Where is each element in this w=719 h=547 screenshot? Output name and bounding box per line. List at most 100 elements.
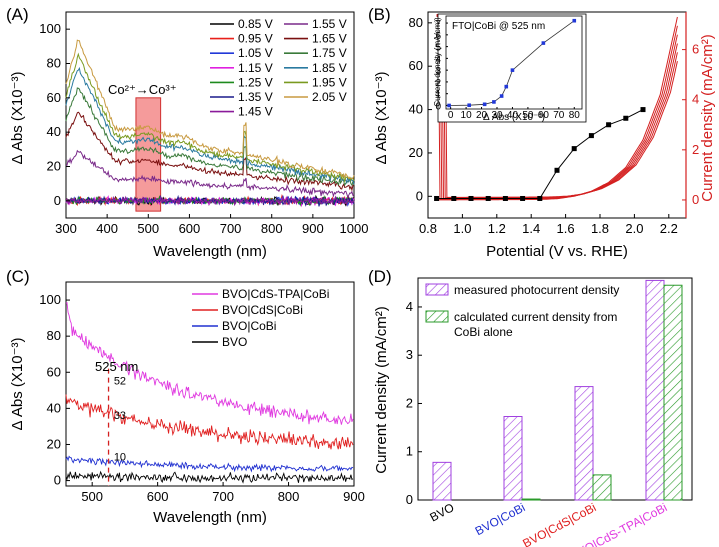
panel-c-point-label-1: 33 — [114, 410, 126, 422]
panel-a-x-tick-label-3: 600 — [179, 221, 201, 236]
panel-c-legend-label-3: BVO — [222, 335, 247, 349]
inset-series — [447, 18, 577, 108]
inset-y-axis-label: Current density (mA/cm²) — [433, 17, 442, 107]
panel-a-x-tick-label-0: 300 — [55, 221, 77, 236]
panel-b-abs-point-6 — [537, 195, 543, 201]
inset-y-tick-label-7: 7 — [435, 19, 441, 30]
panel-b-yr-tick-label-0: 0 — [692, 192, 699, 207]
panel-a-y-tick-label-0: 0 — [54, 193, 61, 208]
panel-a-frame — [65, 11, 355, 219]
panel-b-x-tick-label-1: 1.0 — [453, 221, 471, 236]
panel-b-y-tick-label-4: 80 — [409, 15, 423, 30]
panel-b-abs-series — [434, 107, 646, 201]
panel-b-x-axis-label: Potential (V vs. RHE) — [486, 243, 628, 260]
inset-background — [437, 13, 587, 123]
inset-y-tick-label-0: 0 — [435, 101, 441, 112]
inset-point-8 — [572, 18, 577, 23]
panel-b-abs-point-3 — [485, 195, 491, 201]
panel-a-x-axis-label: Wavelength (nm) — [153, 243, 267, 260]
panel-b-abs-point-0 — [434, 195, 440, 201]
panel-c-label: (C) — [6, 267, 30, 286]
panel-c: (C) 525 nm 52 33 10 500 600 700 800 900 0 20 40 6… — [6, 267, 365, 526]
panel-d-bar-measured-2 — [574, 386, 594, 501]
panel-a-x-tick-label-1: 400 — [96, 221, 118, 236]
panel-d-legend: measured photocurrent density calculated… — [425, 283, 619, 339]
inset-y-tick-label-4: 4 — [435, 54, 441, 65]
panel-a-legend-label-5: 1.35 V — [238, 90, 273, 104]
inset-x-tick-label-4: 40 — [507, 110, 519, 121]
panel-b-abs-point-9 — [588, 133, 594, 139]
panel-b-x-tick-label-4: 1.6 — [557, 221, 575, 236]
panel-a-curve-9 — [65, 87, 355, 187]
panel-c-x-tick-label-4: 900 — [343, 489, 365, 504]
panel-c-point-labels: 52 33 10 — [114, 376, 126, 464]
inset-x-tick-label-2: 20 — [476, 110, 488, 121]
panel-d-y-tick-label-4: 4 — [406, 299, 413, 314]
panel-d-bar-measured-1 — [503, 416, 523, 501]
panel-c-curve-2 — [65, 455, 354, 473]
panel-c-y-tick-label-5: 100 — [39, 292, 61, 307]
panel-d-bar-calculated-2 — [592, 474, 612, 501]
panel-b-y-tick-label-3: 60 — [409, 58, 423, 73]
panel-a-legend-label-9: 1.75 V — [312, 46, 347, 60]
panel-c-y-tick-label-4: 80 — [47, 328, 61, 343]
panel-c-legend-label-0: BVO|CdS-TPA|CoBi — [222, 287, 329, 301]
panel-c-x-tick-label-1: 600 — [147, 489, 169, 504]
panel-c-x-tick-label-0: 500 — [81, 489, 103, 504]
inset-x-tick-label-5: 50 — [522, 110, 534, 121]
panel-a-y-axis-label: Δ Abs (X10⁻³) — [9, 72, 26, 165]
inset-x-tick-label-8: 80 — [569, 110, 581, 121]
panel-a-curve-8 — [65, 111, 355, 192]
panel-a-legend-label-0: 0.85 V — [238, 17, 273, 31]
panel-d-label: (D) — [368, 267, 392, 286]
panel-a-x-tick-label-5: 800 — [261, 221, 283, 236]
panel-b-y-tick-label-1: 20 — [409, 145, 423, 160]
inset-point-3 — [492, 100, 496, 104]
panel-a-curve-7 — [65, 149, 355, 199]
panel-d-y-ticks: 0 1 2 3 4 — [406, 299, 422, 507]
panel-a-legend-label-6: 1.45 V — [238, 105, 273, 119]
panel-b-y-tick-label-2: 40 — [409, 102, 423, 117]
panel-b-y-ticks: 0 20 40 60 80 — [409, 15, 432, 203]
legend-calculated-label: calculated current density from — [454, 310, 617, 324]
inset-x-axis-label: Δ Abs (X10⁻³) — [483, 112, 545, 123]
panel-a-label: (A) — [6, 5, 29, 24]
panel-a-legend-label-11: 1.95 V — [312, 75, 347, 89]
panel-c-y-ticks: 0 20 40 60 80 100 — [39, 292, 70, 488]
panel-b-abs-point-2 — [468, 195, 474, 201]
panel-a-legend-label-10: 1.85 V — [312, 61, 347, 75]
panel-b-yr-tick-label-2: 4 — [692, 92, 699, 107]
panel-b-abs-point-5 — [520, 195, 526, 201]
inset-x-tick-label-6: 60 — [538, 110, 550, 121]
panel-a-y-tick-label-1: 20 — [47, 159, 61, 174]
panel-a-highlight-band — [135, 97, 162, 212]
inset-point-7 — [541, 41, 546, 45]
panel-b-abs-point-12 — [640, 107, 646, 113]
panel-b-abs-point-8 — [571, 146, 577, 152]
inset-x-tick-label-7: 70 — [553, 110, 565, 121]
panel-a-y-tick-label-5: 100 — [39, 21, 61, 36]
panel-b-x-tick-label-6: 2.0 — [625, 221, 643, 236]
panel-a-x-tick-label-2: 500 — [137, 221, 159, 236]
panel-b-right-ticks: 0 2 4 6 — [682, 42, 699, 207]
panel-b-yr-tick-label-3: 6 — [692, 42, 699, 57]
panel-c-curves — [65, 302, 354, 484]
panel-d-category-label-1: BVO|CoBi — [473, 500, 528, 538]
panel-b-abs-point-1 — [451, 195, 457, 201]
panel-b-y-tick-label-0: 0 — [416, 188, 423, 203]
panel-b-right-axis-label: Current density (mA/cm²) — [699, 34, 716, 202]
panel-c-curve-0 — [65, 302, 354, 425]
panel-b-x-ticks: 0.8 1.0 1.2 1.4 1.6 1.8 2.0 2.2 — [419, 214, 678, 236]
panel-b-x-tick-label-5: 1.8 — [591, 221, 609, 236]
panel-a-legend-label-1: 0.95 V — [238, 32, 273, 46]
panel-d-y-axis-label: Current density (mA/cm²) — [373, 306, 390, 474]
panel-b-y-axis-label: Δ Abs (X10⁻³) — [373, 72, 390, 165]
panel-a-legend-label-4: 1.25 V — [238, 75, 273, 89]
inset-y-tick-label-2: 2 — [435, 78, 441, 89]
panel-c-y-tick-label-1: 20 — [47, 436, 61, 451]
panel-b-cv-scan-5 — [436, 14, 678, 199]
panel-a-legend-label-2: 1.05 V — [238, 46, 273, 60]
